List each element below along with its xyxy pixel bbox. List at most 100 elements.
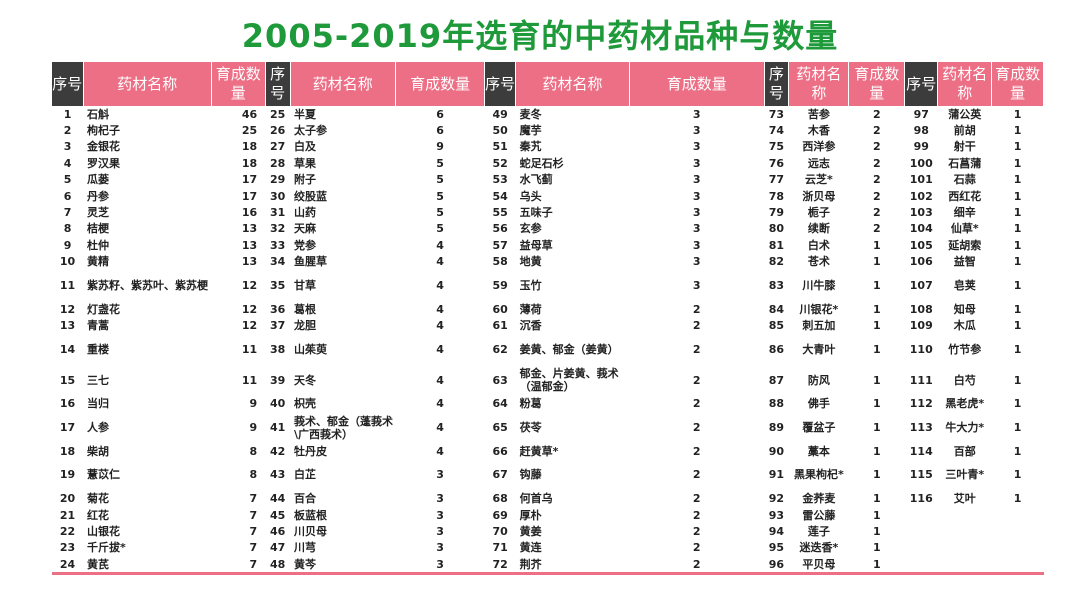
name-cell: 白芷 xyxy=(294,468,317,482)
count-cell: 7 xyxy=(249,492,258,506)
name-cell: 川贝母 xyxy=(294,524,328,538)
seq-cell: 18 xyxy=(59,444,76,458)
count-cell: 3 xyxy=(692,255,701,269)
name-cell: 西红花 xyxy=(948,189,982,203)
count-cell: 1 xyxy=(848,556,905,576)
seq-cell: 89 xyxy=(768,421,785,435)
seq-cell: 88 xyxy=(768,397,785,411)
name-cell: 延胡索 xyxy=(948,238,982,252)
count-cell: 4 xyxy=(436,238,444,252)
name-cell: 木香 xyxy=(807,124,830,138)
name-cell: 绞股蓝 xyxy=(294,189,328,203)
seq-cell: 79 xyxy=(768,206,785,220)
name-cell: 黄精 xyxy=(87,255,110,269)
seq-cell: 60 xyxy=(492,302,508,316)
name-cell: 川牛膝 xyxy=(802,278,836,292)
count-cell: 2 xyxy=(692,468,701,482)
name-cell: 大青叶 xyxy=(802,342,836,356)
name-cell: 平贝母 xyxy=(788,556,849,576)
name-cell: 罗汉果 xyxy=(87,156,121,170)
table-row: 14 重楼 11 38 山茱萸 4 62 姜黄、郁金（姜黄） 2 86 大青叶 1 110 竹节参 1 xyxy=(52,334,1044,365)
count-cell: 8 xyxy=(249,468,258,482)
seq-cell: 14 xyxy=(59,342,76,356)
name-cell: 党参 xyxy=(294,238,317,252)
count-cell: 2 xyxy=(872,124,881,138)
seq-cell: 81 xyxy=(768,238,785,252)
table-row: 8 桔梗 13 32 天麻 5 56 玄参 3 80 续断 2 104 仙草* 1 xyxy=(52,221,1044,237)
seq-cell: 63 xyxy=(492,373,508,387)
seq-cell: 106 xyxy=(909,255,933,269)
count-cell: 6 xyxy=(436,124,444,138)
name-cell xyxy=(938,523,992,539)
count-cell: 1 xyxy=(1013,421,1022,435)
count-cell: 2 xyxy=(872,107,881,121)
count-cell: 2 xyxy=(692,524,701,538)
seq-cell xyxy=(905,540,938,556)
seq-cell: 62 xyxy=(492,342,508,356)
header-cell-name: 药材名称 xyxy=(515,62,630,106)
name-cell: 杜仲 xyxy=(87,238,110,252)
name-cell: 灵芝 xyxy=(87,206,110,220)
name-cell: 苍术 xyxy=(807,255,830,269)
header-cell-name: 药材名称 xyxy=(937,62,993,106)
name-cell: 蒲公英 xyxy=(948,107,982,121)
seq-cell: 41 xyxy=(269,421,286,435)
count-cell: 1 xyxy=(1013,238,1022,252)
name-cell: 木瓜 xyxy=(953,318,976,332)
name-cell: 柴胡 xyxy=(87,444,110,458)
count-cell: 1 xyxy=(1013,156,1022,170)
seq-cell: 21 xyxy=(59,508,76,522)
count-cell: 2 xyxy=(692,492,701,506)
name-cell: 栀子 xyxy=(807,206,830,220)
header-cell-name: 药材名称 xyxy=(83,62,212,106)
table-row: 2 枸杞子 25 26 太子参 6 50 魔芋 3 74 木香 2 98 前胡 1 xyxy=(52,122,1044,138)
count-cell: 2 xyxy=(872,189,881,203)
count-cell: 16 xyxy=(241,206,258,220)
name-cell: 鱼腥草 xyxy=(294,255,328,269)
name-cell: 姜黄、郁金（姜黄） xyxy=(519,342,619,356)
count-cell xyxy=(992,523,1044,539)
name-cell: 仙草* xyxy=(950,222,979,236)
count-cell: 17 xyxy=(241,173,258,187)
count-cell: 1 xyxy=(1013,206,1022,220)
count-cell: 3 xyxy=(692,107,701,121)
seq-cell: 67 xyxy=(492,468,508,482)
name-cell: 续断 xyxy=(807,222,830,236)
count-cell: 2 xyxy=(692,541,701,555)
count-cell: 3 xyxy=(436,492,444,506)
count-cell: 11 xyxy=(241,373,258,387)
seq-cell: 92 xyxy=(768,492,785,506)
seq-cell: 56 xyxy=(492,222,508,236)
seq-cell: 15 xyxy=(59,373,76,387)
count-cell: 7 xyxy=(249,524,258,538)
seq-cell: 53 xyxy=(492,173,508,187)
name-cell: 地黄 xyxy=(519,255,542,269)
name-cell: 山银花 xyxy=(87,524,121,538)
count-cell: 2 xyxy=(692,373,701,387)
header-cell-seq: 序号 xyxy=(904,62,939,106)
name-cell: 人参 xyxy=(87,421,110,435)
name-cell: 前胡 xyxy=(953,124,976,138)
seq-cell: 72 xyxy=(484,556,516,576)
count-cell: 18 xyxy=(241,140,258,154)
seq-cell: 49 xyxy=(492,107,508,121)
table-row: 4 罗汉果 18 28 草果 5 52 蛇足石杉 3 76 远志 2 100 石菖蒲 1 xyxy=(52,155,1044,171)
header-cell-name: 药材名称 xyxy=(788,62,850,106)
seq-cell: 111 xyxy=(909,373,933,387)
count-cell: 3 xyxy=(395,556,485,576)
name-cell: 郁金、片姜黄、莪术（温郁金） xyxy=(519,367,619,394)
name-cell: 枸杞子 xyxy=(87,124,121,138)
seq-cell: 9 xyxy=(63,238,72,252)
table-row: 19 薏苡仁 8 43 白芷 3 67 钩藤 2 91 黑果枸杞* 1 115 三叶青* 1 xyxy=(52,459,1044,490)
name-cell: 青蒿 xyxy=(87,318,110,332)
name-cell: 石斛 xyxy=(87,107,110,121)
count-cell: 2 xyxy=(872,206,881,220)
count-cell: 5 xyxy=(436,189,444,203)
count-cell: 1 xyxy=(872,238,881,252)
count-cell: 1 xyxy=(872,278,881,292)
name-cell: 枳壳 xyxy=(294,397,317,411)
name-cell: 当归 xyxy=(87,397,110,411)
count-cell: 2 xyxy=(692,444,701,458)
seq-cell: 40 xyxy=(269,397,286,411)
count-cell: 13 xyxy=(241,222,258,236)
